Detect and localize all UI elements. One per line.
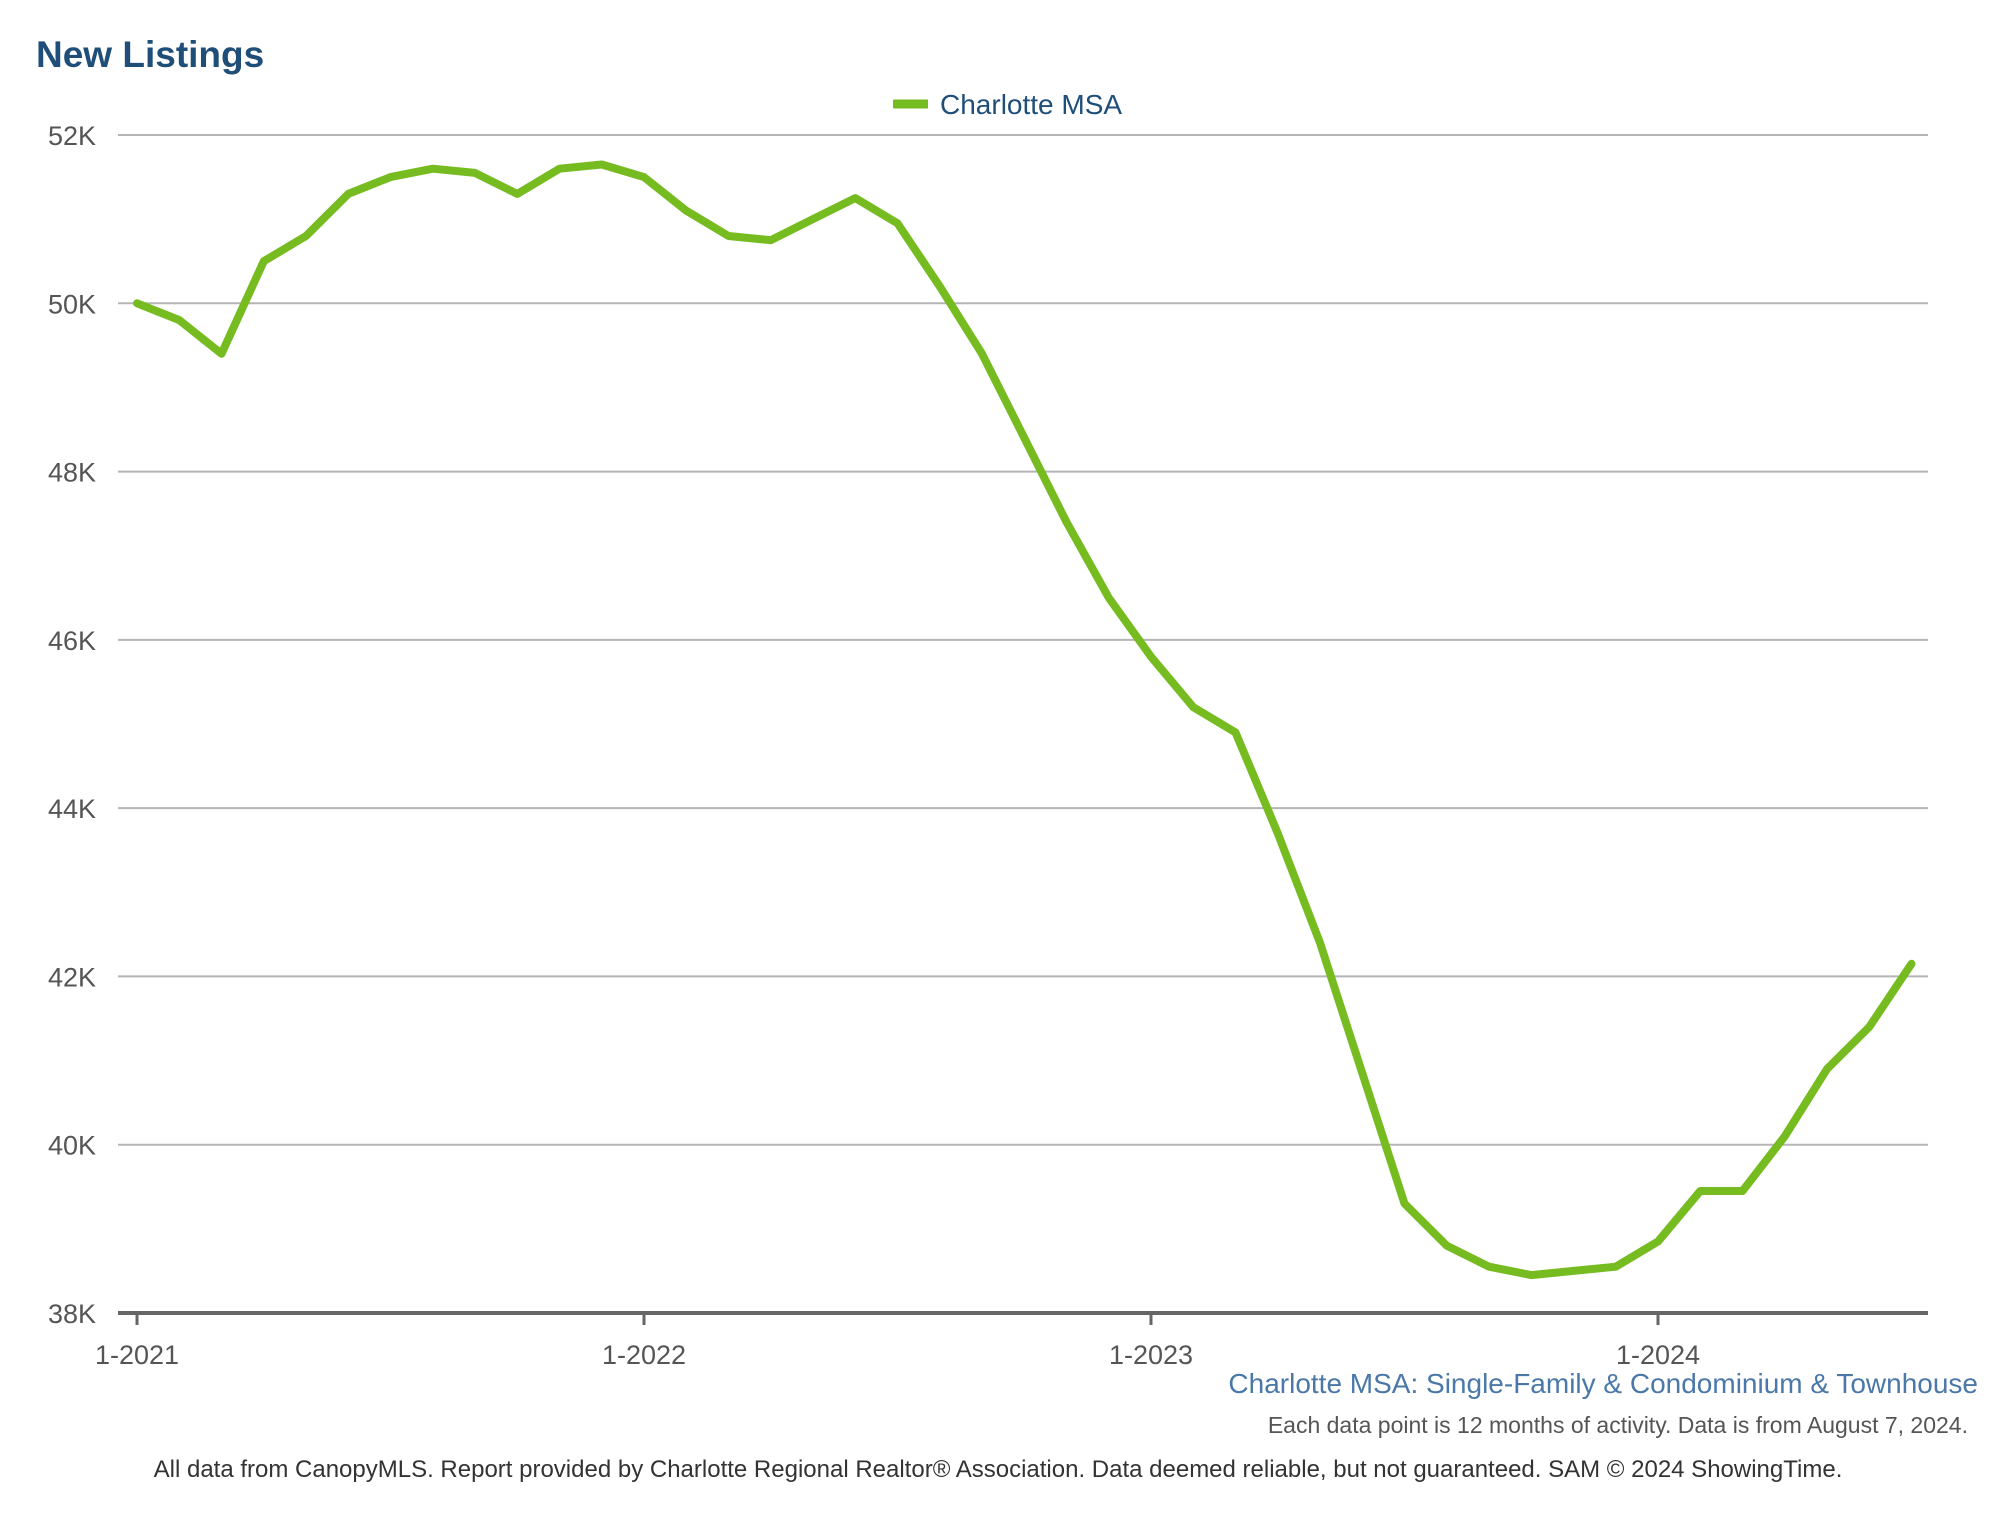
legend: Charlotte MSA — [893, 89, 1122, 120]
x-tick-label: 1-2021 — [95, 1340, 179, 1370]
chart-subtitle: Charlotte MSA: Single-Family & Condomini… — [1228, 1368, 1978, 1399]
series-layer — [133, 160, 1916, 1280]
y-tick-label: 48K — [48, 458, 96, 488]
y-tick-label: 42K — [48, 962, 96, 992]
gridlines: 38K 40K 42K 44K 46K 48K 50K 52K — [48, 121, 1928, 1329]
y-tick-label: 40K — [48, 1131, 96, 1161]
series-line-charlotte-msa — [133, 160, 1916, 1280]
y-tick-label: 44K — [48, 794, 96, 824]
footer-disclaimer: All data from CanopyMLS. Report provided… — [153, 1456, 1843, 1483]
chart-title: New Listings — [36, 34, 265, 75]
x-axis: 1-2021 1-2022 1-2023 1-2024 — [95, 1311, 1928, 1370]
x-tick-label: 1-2024 — [1616, 1340, 1700, 1370]
y-tick-label: 50K — [48, 289, 96, 319]
data-note: Each data point is 12 months of activity… — [1267, 1412, 1968, 1438]
y-tick-label: 46K — [48, 626, 96, 656]
x-tick-label: 1-2023 — [1109, 1340, 1193, 1370]
y-tick-label: 38K — [48, 1299, 96, 1329]
x-tick-label: 1-2022 — [602, 1340, 686, 1370]
y-tick-label: 52K — [48, 121, 96, 151]
legend-label: Charlotte MSA — [940, 89, 1122, 120]
